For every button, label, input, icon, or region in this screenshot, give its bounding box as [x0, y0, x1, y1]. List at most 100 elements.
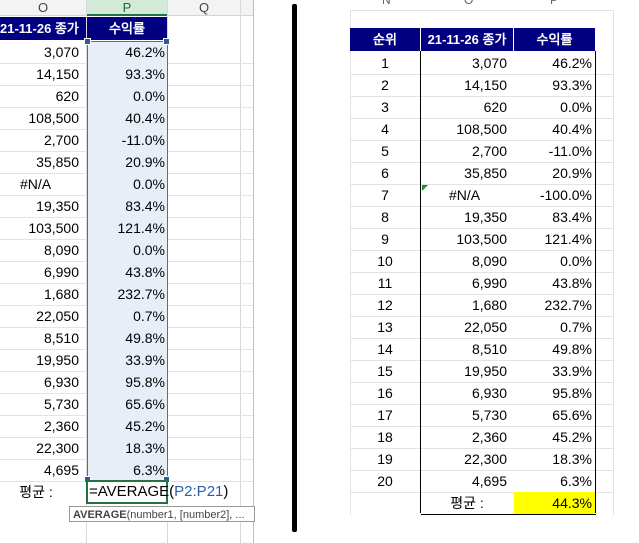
return-cell[interactable]: 18.3% [552, 451, 592, 467]
column-header-q[interactable]: Q [168, 0, 240, 16]
close-cell[interactable]: 2,700 [43, 132, 79, 148]
close-cell[interactable]: #N/A [20, 176, 52, 192]
column-header-blank[interactable] [241, 0, 253, 16]
close-cell[interactable]: 103,500 [456, 231, 507, 247]
close-cell[interactable]: 6,930 [43, 374, 79, 390]
return-cell[interactable]: 0.7% [560, 319, 592, 335]
close-cell[interactable]: 103,500 [28, 220, 79, 236]
rank-cell[interactable]: 11 [377, 275, 393, 291]
return-cell[interactable]: -11.0% [548, 143, 592, 159]
rank-cell[interactable]: 17 [377, 407, 393, 423]
close-cell[interactable]: 3,070 [471, 55, 507, 71]
average-value[interactable]: 44.3% [514, 492, 595, 514]
return-cell[interactable]: 65.6% [552, 407, 592, 423]
tooltip-function[interactable]: AVERAGE [73, 509, 127, 521]
header-return[interactable]: 수익률 [514, 28, 595, 51]
close-cell[interactable]: 22,300 [464, 451, 507, 467]
range-handle[interactable] [84, 38, 91, 45]
return-cell[interactable]: 20.9% [125, 154, 165, 170]
close-cell[interactable]: 2,700 [471, 143, 507, 159]
return-cell[interactable]: 0.0% [133, 88, 165, 104]
close-cell[interactable]: 1,680 [471, 297, 507, 313]
return-cell[interactable]: 6.3% [560, 473, 592, 489]
rank-cell[interactable]: 13 [377, 319, 393, 335]
return-cell[interactable]: 33.9% [125, 352, 165, 368]
header-return[interactable]: 수익률 [87, 17, 167, 40]
return-cell[interactable]: 232.7% [117, 286, 165, 302]
range-handle[interactable] [163, 38, 170, 45]
return-cell[interactable]: 49.8% [125, 330, 165, 346]
return-cell[interactable]: 45.2% [552, 429, 592, 445]
close-cell[interactable]: 19,950 [464, 363, 507, 379]
return-cell[interactable]: -100.0% [539, 187, 592, 203]
rank-cell[interactable]: 6 [381, 165, 389, 181]
close-cell[interactable]: 5,730 [43, 396, 79, 412]
return-cell[interactable]: 33.9% [552, 363, 592, 379]
close-cell[interactable]: 14,150 [36, 66, 79, 82]
return-cell[interactable]: 6.3% [133, 462, 165, 478]
rank-cell[interactable]: 15 [377, 363, 393, 379]
formula-cell[interactable]: =AVERAGE(P2:P21) [86, 480, 228, 504]
rank-cell[interactable]: 19 [377, 451, 393, 467]
close-cell[interactable]: 6,990 [471, 275, 507, 291]
return-cell[interactable]: 0.7% [133, 308, 165, 324]
rank-cell[interactable]: 16 [377, 385, 393, 401]
close-cell[interactable]: 22,050 [464, 319, 507, 335]
return-cell[interactable]: 93.3% [125, 66, 165, 82]
rank-cell[interactable]: 7 [381, 187, 389, 203]
column-header-o[interactable]: O [0, 0, 86, 16]
close-cell[interactable]: 2,360 [471, 429, 507, 445]
return-cell[interactable]: 43.8% [125, 264, 165, 280]
close-cell[interactable]: #N/A [449, 187, 481, 203]
close-cell[interactable]: 22,300 [36, 440, 79, 456]
close-cell[interactable]: 8,090 [471, 253, 507, 269]
rank-cell[interactable]: 9 [381, 231, 389, 247]
return-cell[interactable]: 0.0% [560, 253, 592, 269]
rank-cell[interactable]: 2 [381, 77, 389, 93]
return-cell[interactable]: 0.0% [133, 242, 165, 258]
close-cell[interactable]: 6,930 [471, 385, 507, 401]
close-cell[interactable]: 3,070 [43, 44, 79, 60]
close-cell[interactable]: 1,680 [43, 286, 79, 302]
close-cell[interactable]: 19,950 [36, 352, 79, 368]
return-cell[interactable]: 46.2% [552, 55, 592, 71]
close-cell[interactable]: 14,150 [464, 77, 507, 93]
return-cell[interactable]: 40.4% [125, 110, 165, 126]
rank-cell[interactable]: 10 [377, 253, 393, 269]
close-cell[interactable]: 6,990 [43, 264, 79, 280]
header-rank[interactable]: 순위 [350, 28, 420, 51]
rank-cell[interactable]: 1 [381, 55, 389, 71]
close-cell[interactable]: 4,695 [471, 473, 507, 489]
close-cell[interactable]: 620 [483, 99, 507, 115]
return-cell[interactable]: 46.2% [125, 44, 165, 60]
return-cell[interactable]: 121.4% [117, 220, 165, 236]
close-cell[interactable]: 108,500 [456, 121, 507, 137]
return-cell[interactable]: 83.4% [125, 198, 165, 214]
return-cell[interactable]: 18.3% [125, 440, 165, 456]
close-cell[interactable]: 2,360 [43, 418, 79, 434]
column-header-p[interactable]: P [87, 0, 167, 16]
return-cell[interactable]: 95.8% [552, 385, 592, 401]
close-cell[interactable]: 8,510 [43, 330, 79, 346]
return-cell[interactable]: 0.0% [133, 176, 165, 192]
close-cell[interactable]: 19,350 [36, 198, 79, 214]
rank-cell[interactable]: 5 [381, 143, 389, 159]
return-cell[interactable]: 40.4% [552, 121, 592, 137]
return-cell[interactable]: 0.0% [560, 99, 592, 115]
rank-cell[interactable]: 4 [381, 121, 389, 137]
return-cell[interactable]: 93.3% [552, 77, 592, 93]
return-cell[interactable]: 232.7% [544, 297, 592, 313]
header-close[interactable]: 21-11-26 종가 [421, 28, 513, 51]
return-cell[interactable]: 20.9% [552, 165, 592, 181]
selected-range[interactable] [87, 41, 168, 482]
close-cell[interactable]: 8,510 [471, 341, 507, 357]
return-cell[interactable]: 65.6% [125, 396, 165, 412]
close-cell[interactable]: 108,500 [28, 110, 79, 126]
close-cell[interactable]: 620 [55, 88, 79, 104]
error-indicator-icon[interactable] [422, 185, 428, 191]
close-cell[interactable]: 19,350 [464, 209, 507, 225]
return-cell[interactable]: 95.8% [125, 374, 165, 390]
header-close[interactable]: 21-11-26 종가 [0, 17, 86, 40]
rank-cell[interactable]: 20 [377, 473, 393, 489]
close-cell[interactable]: 5,730 [471, 407, 507, 423]
